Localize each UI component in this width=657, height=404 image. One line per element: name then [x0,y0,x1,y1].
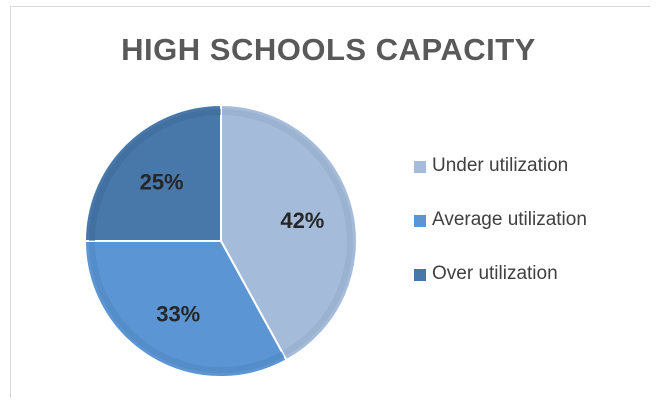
slice-over-utilization-rim [89,109,222,242]
chart-frame [10,6,650,398]
slice-under-utilization [220,103,358,362]
legend-swatch [414,269,426,281]
data-label-over-utilization: 25% [140,170,184,195]
slice-under-utilization-rim [220,109,353,357]
data-label-under-utilization: 42% [280,208,324,233]
slice-average-utilization-rim [89,240,285,373]
legend-item-over-utilization: Over utilization [414,260,587,314]
legend-item-under-utilization: Under utilization [414,152,587,206]
legend: Under utilization Average utilization Ov… [414,152,587,314]
chart-title: HIGH SCHOOLS CAPACITY [121,32,536,67]
legend-label: Over utilization [432,263,558,284]
data-label-average-utilization: 33% [156,301,200,326]
slice-over-utilization [83,103,222,242]
legend-swatch [414,161,426,173]
legend-swatch [414,215,426,227]
legend-label: Under utilization [432,155,569,176]
slice-average-utilization [83,240,288,378]
legend-item-average-utilization: Average utilization [414,206,587,260]
legend-label: Average utilization [432,209,587,230]
